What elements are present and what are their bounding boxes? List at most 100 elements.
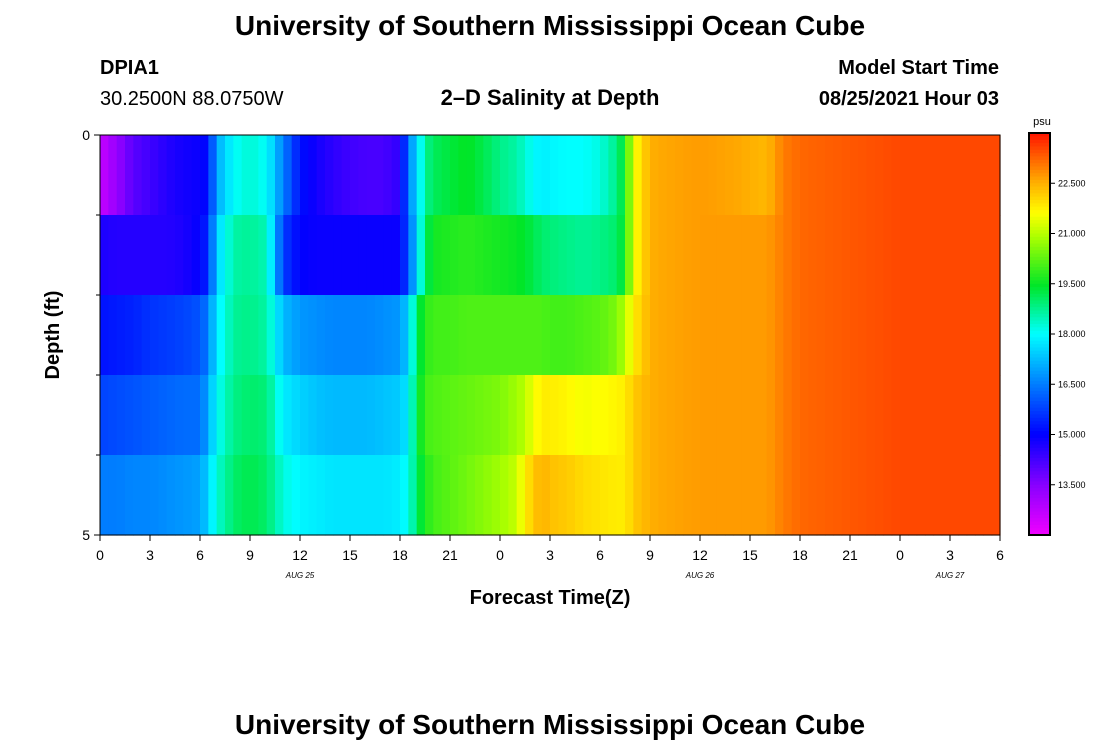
heatmap-cell: [783, 455, 793, 536]
heatmap-cell: [250, 455, 259, 536]
heatmap-cell: [458, 215, 468, 296]
heatmap-cell: [691, 135, 701, 216]
heatmap-cell: [108, 455, 118, 536]
heatmap-cell: [600, 375, 609, 456]
heatmap-cell: [450, 135, 459, 216]
heatmap-cell: [291, 215, 301, 296]
colorbar-swatch: [1029, 370, 1050, 375]
heatmap-cell: [575, 135, 584, 216]
heatmap-cell: [258, 455, 268, 536]
heatmap-cell: [816, 375, 826, 456]
heatmap-cell: [483, 455, 493, 536]
heatmap-cell: [650, 215, 659, 296]
heatmap-cell: [966, 375, 976, 456]
heatmap-cell: [350, 295, 359, 376]
heatmap-cell: [933, 215, 943, 296]
heatmap-cell: [608, 455, 618, 536]
heatmap-cell: [625, 215, 634, 296]
heatmap-cell: [825, 295, 834, 376]
heatmap-cell: [900, 295, 909, 376]
x-tick-label: 15: [342, 547, 358, 563]
heatmap-cell: [633, 375, 643, 456]
heatmap-cell: [875, 375, 884, 456]
x-tick-label: 15: [742, 547, 758, 563]
heatmap-cell: [325, 215, 334, 296]
heatmap-cell: [175, 295, 184, 376]
heatmap-cell: [566, 455, 576, 536]
heatmap-cell: [791, 215, 801, 296]
heatmap-cell: [841, 135, 851, 216]
colorbar-swatch: [1029, 514, 1050, 519]
x-tick-label: 18: [792, 547, 808, 563]
heatmap-cell: [600, 215, 609, 296]
heatmap-cell: [966, 295, 976, 376]
heatmap-cell: [833, 455, 843, 536]
heatmap-cell: [175, 455, 184, 536]
heatmap-cell: [541, 135, 551, 216]
heatmap-cell: [633, 455, 643, 536]
heatmap-cell: [766, 215, 776, 296]
heatmap-cell: [333, 455, 343, 536]
heatmap-cell: [900, 135, 909, 216]
heatmap-cell: [658, 455, 668, 536]
x-tick-label: 3: [146, 547, 154, 563]
heatmap-cell: [791, 455, 801, 536]
heatmap-cell: [975, 215, 984, 296]
heatmap-cell: [658, 295, 668, 376]
colorbar-swatch: [1029, 350, 1050, 355]
heatmap-cell: [491, 375, 501, 456]
heatmap-cell: [616, 135, 626, 216]
heatmap-cell: [858, 375, 868, 456]
colorbar-swatch: [1029, 421, 1050, 426]
heatmap-cell: [508, 295, 518, 376]
heatmap-cell: [900, 215, 909, 296]
heatmap-cell: [483, 215, 493, 296]
heatmap-cell: [266, 295, 276, 376]
heatmap-cell: [650, 135, 659, 216]
colorbar-swatch: [1029, 156, 1050, 161]
colorbar-swatch: [1029, 213, 1050, 218]
heatmap-cell: [725, 295, 734, 376]
heatmap-cell: [916, 215, 926, 296]
heatmap-cell: [383, 455, 393, 536]
colorbar-swatch: [1029, 163, 1050, 168]
model-start-label: Model Start Time: [838, 57, 999, 79]
heatmap-cell: [883, 215, 893, 296]
heatmap-cell: [308, 135, 318, 216]
heatmap-cell: [600, 455, 609, 536]
heatmap-cell: [925, 295, 934, 376]
heatmap-cell: [191, 135, 201, 216]
heatmap-cell: [316, 455, 326, 536]
heatmap-cell: [683, 135, 693, 216]
heatmap-cell: [425, 135, 434, 216]
heatmap-cell: [366, 455, 376, 536]
station-id: DPIA1: [100, 57, 159, 79]
colorbar-swatch: [1029, 354, 1050, 359]
colorbar-swatch: [1029, 451, 1050, 456]
heatmap-cell: [541, 215, 551, 296]
heatmap-cell: [975, 295, 984, 376]
colorbar-swatch: [1029, 511, 1050, 516]
heatmap-cell: [525, 135, 534, 216]
heatmap-cell: [808, 295, 818, 376]
heatmap-cell: [750, 455, 759, 536]
colorbar-tick-label: 22.500: [1058, 178, 1086, 188]
heatmap-cell: [808, 375, 818, 456]
heatmap-cell: [650, 375, 659, 456]
heatmap-cell: [516, 215, 526, 296]
heatmap-cell: [233, 375, 243, 456]
heatmap-cell: [908, 295, 918, 376]
colorbar-swatch: [1029, 226, 1050, 231]
x-tick-label: 3: [946, 547, 954, 563]
heatmap-cell: [291, 135, 301, 216]
heatmap-cell: [508, 215, 518, 296]
heatmap-cell: [933, 135, 943, 216]
heatmap-cell: [216, 455, 226, 536]
heatmap-cell: [758, 455, 768, 536]
heatmap-cell: [433, 135, 443, 216]
heatmap-cell: [933, 295, 943, 376]
heatmap-cell: [500, 135, 509, 216]
heatmap-cell: [258, 135, 268, 216]
heatmap-cell: [808, 135, 818, 216]
heatmap-cell: [741, 295, 751, 376]
